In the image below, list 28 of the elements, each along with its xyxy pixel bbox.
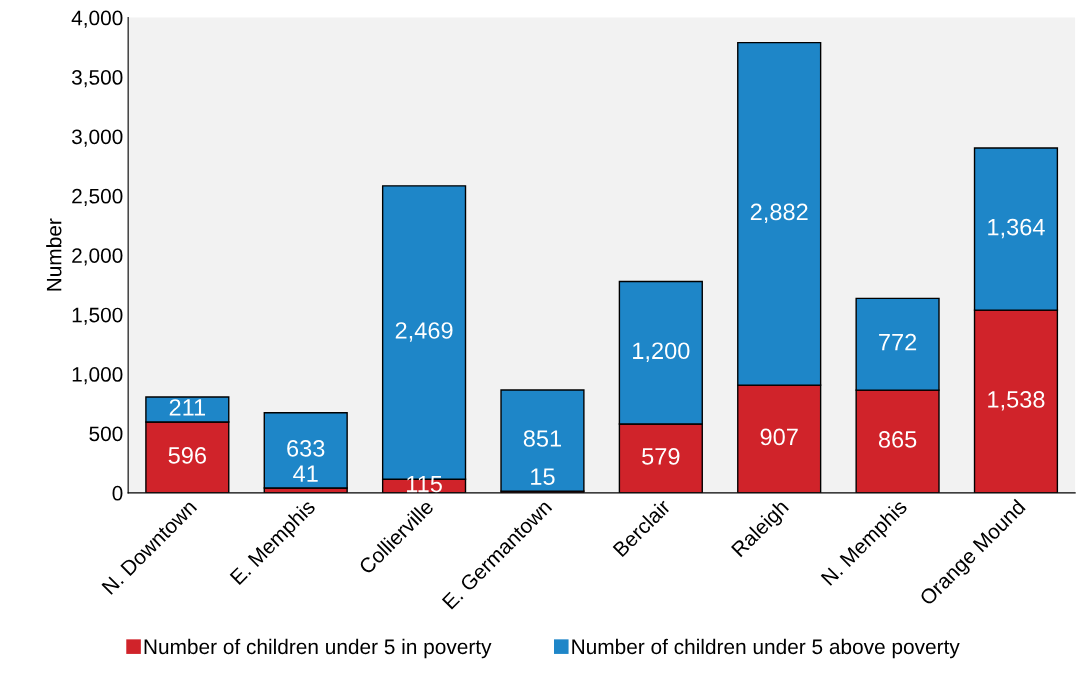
y-axis-title: Number: [46, 218, 62, 291]
data-label: 2,469: [395, 322, 453, 342]
data-label: 115: [407, 475, 442, 493]
y-tick-label: 4,000: [71, 10, 123, 28]
data-label: 1,538: [988, 391, 1045, 411]
data-label: 579: [642, 448, 680, 465]
y-tick-label: 0: [112, 485, 123, 501]
data-label: 1,364: [988, 218, 1045, 239]
data-label: 1,200: [633, 342, 690, 362]
y-tick-label: 500: [89, 426, 123, 442]
data-label: 772: [879, 333, 917, 351]
data-label: 907: [760, 428, 798, 446]
y-tick-label: 2,000: [72, 248, 123, 266]
data-label: 596: [168, 447, 206, 464]
y-tick-label: 3,000: [71, 129, 123, 147]
y-tick-label: 3,500: [71, 70, 123, 88]
y-tick-label: 2,500: [72, 188, 123, 207]
legend-label: Number of children under 5 above poverty: [572, 638, 960, 659]
data-label: 15: [531, 468, 555, 486]
data-label: 865: [878, 431, 917, 448]
data-label: 211: [169, 399, 206, 416]
y-tick-label: 1,000: [72, 367, 123, 385]
data-label: 633: [287, 440, 325, 457]
y-tick-label: 1,500: [72, 307, 123, 325]
data-label: 851: [523, 430, 561, 447]
legend-label: Number of children under 5 in poverty: [144, 638, 492, 659]
data-label: 2,882: [750, 203, 808, 224]
data-label: 41: [293, 465, 318, 482]
